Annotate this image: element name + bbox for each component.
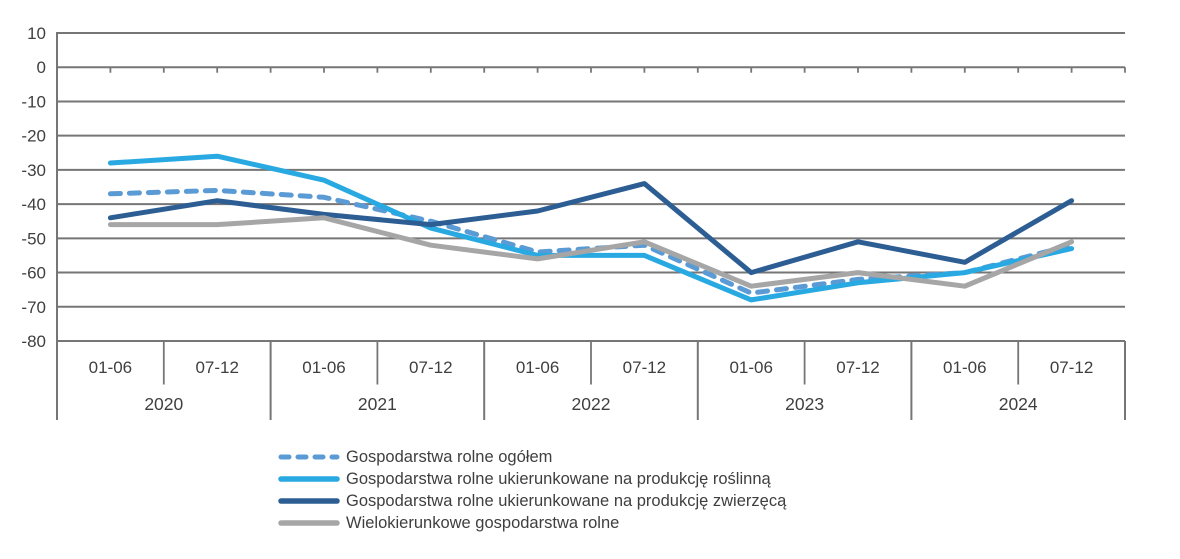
x-axis-period-label: 07-12 — [195, 358, 238, 377]
legend-item-wielokierunkowe: Wielokierunkowe gospodarstwa rolne — [277, 512, 786, 534]
y-axis-label: 0 — [37, 58, 46, 77]
y-axis-label: -20 — [21, 127, 46, 146]
x-axis-period-label: 01-06 — [302, 358, 345, 377]
y-axis-label: -10 — [21, 92, 46, 111]
series-line-2 — [107, 181, 1075, 276]
x-axis-year-label: 2024 — [999, 394, 1038, 414]
y-axis-label: -80 — [21, 332, 46, 351]
x-axis-period-label: 07-12 — [409, 358, 452, 377]
chart-legend: Gospodarstwa rolne ogółem Gospodarstwa r… — [277, 446, 786, 534]
y-axis-label: -40 — [21, 195, 46, 214]
series-line-1 — [107, 153, 1075, 303]
x-axis-year-label: 2023 — [785, 394, 824, 414]
legend-item-zwierzeca: Gospodarstwa rolne ukierunkowane na prod… — [277, 490, 786, 512]
x-axis-period-label: 01-06 — [516, 358, 559, 377]
legend-swatch-darkblue-line-icon — [278, 498, 340, 504]
legend-label-roslinna: Gospodarstwa rolne ukierunkowane na prod… — [346, 470, 771, 488]
legend-item-ogolem: Gospodarstwa rolne ogółem — [277, 446, 786, 468]
y-axis-label: -50 — [21, 229, 46, 248]
x-axis-period-label: 07-12 — [623, 358, 666, 377]
x-axis-year-label: 2022 — [572, 394, 611, 414]
legend-label-ogolem: Gospodarstwa rolne ogółem — [346, 448, 553, 466]
legend-label-wielokierunkowe: Wielokierunkowe gospodarstwa rolne — [346, 514, 620, 532]
x-axis-period-label: 07-12 — [1050, 358, 1093, 377]
x-axis-period-label: 01-06 — [89, 358, 132, 377]
x-axis-period-label: 07-12 — [836, 358, 879, 377]
legend-swatch-gray-line-icon — [278, 520, 340, 526]
legend-swatch-lightblue-line-icon — [278, 476, 340, 482]
x-axis-year-label: 2021 — [358, 394, 397, 414]
legend-item-roslinna: Gospodarstwa rolne ukierunkowane na prod… — [277, 468, 786, 490]
y-axis-label: -60 — [21, 264, 46, 283]
line-chart: 10 0 -10 -20 -30 -40 -50 -60 -70 -80 01-06 07-12 202… — [21, 24, 1126, 420]
x-axis-period-label: 01-06 — [943, 358, 986, 377]
x-axis-period-label: 01-06 — [729, 358, 772, 377]
legend-swatch-dashed-line-icon — [278, 454, 340, 460]
x-axis-year-label: 2020 — [144, 394, 183, 414]
y-axis-label: -70 — [21, 298, 46, 317]
legend-label-zwierzeca: Gospodarstwa rolne ukierunkowane na prod… — [346, 492, 787, 510]
y-axis-label: -30 — [21, 161, 46, 180]
series-line-3 — [107, 215, 1075, 289]
y-axis-label: 10 — [27, 24, 46, 43]
